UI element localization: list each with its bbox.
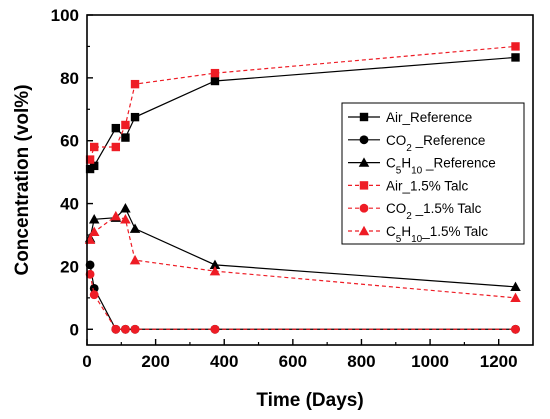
x-axis-title: Time (Days) bbox=[256, 390, 363, 411]
y-tick-label: 40 bbox=[60, 195, 79, 214]
x-tick-label: 1200 bbox=[480, 352, 518, 371]
data-point bbox=[85, 155, 95, 164]
data-point bbox=[511, 53, 520, 62]
data-point bbox=[511, 324, 520, 334]
data-point bbox=[111, 324, 121, 334]
x-tick-label: 800 bbox=[347, 352, 375, 371]
legend-item: Air_1.5% Talc bbox=[348, 178, 469, 193]
legend-label: C5H10_1.5% Talc bbox=[386, 224, 488, 245]
legend-item: C5H10_1.5% Talc bbox=[348, 224, 488, 245]
legend-label: Air_Reference bbox=[386, 110, 472, 125]
data-point bbox=[111, 123, 121, 133]
data-point bbox=[121, 324, 130, 334]
data-point bbox=[85, 269, 95, 279]
legend-item: CO2 _Reference bbox=[348, 133, 485, 154]
data-point bbox=[90, 142, 99, 152]
data-point bbox=[210, 68, 220, 78]
x-tick-label: 400 bbox=[210, 352, 238, 371]
legend-label: Air_1.5% Talc bbox=[386, 178, 469, 193]
data-point bbox=[510, 292, 521, 303]
y-tick-label: 20 bbox=[60, 257, 79, 276]
data-point bbox=[129, 254, 141, 265]
series-0 bbox=[85, 53, 520, 174]
data-point bbox=[120, 203, 131, 213]
series-3 bbox=[85, 42, 520, 164]
legend-marker bbox=[359, 203, 369, 213]
legend-marker bbox=[359, 112, 369, 122]
tick-labels: 0 200 400 600 800 1000 1200 0 20 40 60 80 100 bbox=[51, 6, 518, 371]
y-axis-title: Concentration (vol%) bbox=[12, 84, 33, 275]
x-tick-label: 200 bbox=[141, 352, 169, 371]
data-point bbox=[210, 76, 220, 86]
y-tick-label: 100 bbox=[51, 6, 79, 25]
data-point bbox=[89, 290, 99, 300]
data-point bbox=[210, 324, 220, 334]
series-line bbox=[89, 264, 516, 330]
plot-frame bbox=[86, 14, 534, 346]
legend-label: CO2 _1.5% Talc bbox=[386, 201, 482, 222]
x-tick-label: 600 bbox=[279, 352, 307, 371]
y-tick-label: 0 bbox=[70, 320, 79, 339]
data-point bbox=[85, 260, 95, 270]
legend-marker bbox=[359, 181, 369, 190]
data-point bbox=[129, 223, 141, 233]
legend-box bbox=[341, 102, 525, 245]
data-point bbox=[120, 214, 131, 224]
data-point bbox=[110, 210, 122, 221]
data-point bbox=[111, 142, 121, 152]
data-point bbox=[510, 281, 521, 292]
legend-item: Air_Reference bbox=[348, 110, 472, 125]
y-tick-label: 80 bbox=[60, 69, 79, 88]
series-4 bbox=[85, 269, 520, 334]
data-point bbox=[88, 226, 100, 237]
data-point bbox=[209, 265, 221, 276]
data-point bbox=[89, 284, 99, 293]
legend-label: C5H10 _Reference bbox=[386, 156, 496, 177]
legend-item: C5H10 _Reference bbox=[348, 156, 496, 177]
legend-marker bbox=[359, 135, 369, 145]
data-point bbox=[130, 112, 140, 122]
legend-label: CO2 _Reference bbox=[386, 133, 485, 154]
data-point bbox=[90, 161, 99, 171]
legend-marker bbox=[358, 157, 370, 167]
data-point bbox=[121, 133, 130, 142]
legend-item: CO2 _1.5% Talc bbox=[348, 201, 482, 222]
legend-marker bbox=[358, 225, 370, 236]
data-point bbox=[209, 259, 221, 270]
series-layer bbox=[84, 42, 521, 334]
data-point bbox=[88, 214, 100, 224]
data-point bbox=[130, 79, 140, 89]
data-point bbox=[511, 42, 520, 51]
data-point bbox=[130, 324, 140, 334]
x-tick-label: 1000 bbox=[411, 352, 449, 371]
y-tick-label: 60 bbox=[60, 132, 79, 151]
x-tick-label: 0 bbox=[82, 352, 91, 371]
data-point bbox=[121, 120, 130, 130]
